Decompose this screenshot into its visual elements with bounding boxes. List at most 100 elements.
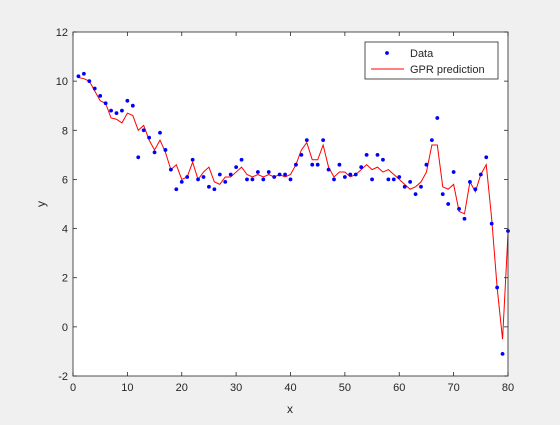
data-point-77 [495,285,500,290]
data-point-78 [500,351,505,356]
data-point-5 [103,101,108,106]
data-point-23 [201,175,206,179]
data-point-20 [185,175,190,179]
y-axis-label: y [34,201,48,207]
data-point-1 [81,71,86,76]
data-point-10 [130,103,135,108]
series-layer [76,71,510,356]
data-point-17 [168,167,173,172]
x-tick-label: 50 [339,382,351,394]
data-point-69 [451,170,456,174]
data-point-8 [120,108,124,113]
y-tick-label: 2 [62,273,68,285]
data-point-66 [435,116,440,120]
y-axis-ticks: -2 0 2 4 6 8 10 12 [56,27,508,383]
data-point-41 [299,152,304,157]
data-point-22 [196,177,200,182]
data-point-39 [288,177,293,182]
data-point-6 [109,108,113,113]
data-point-57 [386,177,391,182]
data-point-74 [478,172,483,177]
legend-label-gpr: GPR prediction [410,64,485,76]
data-point-36 [272,175,277,179]
legend-marker-data [385,51,389,55]
data-point-56 [381,157,385,162]
y-tick-label: -2 [58,371,68,383]
data-point-25 [212,187,217,192]
data-point-54 [370,177,374,182]
data-point-31 [245,177,249,182]
data-point-47 [332,177,336,182]
data-point-16 [163,148,168,152]
data-point-38 [283,172,287,177]
data-point-33 [255,170,260,174]
gpr-prediction-line [78,76,509,340]
data-point-28 [228,172,233,177]
data-point-9 [125,98,130,103]
data-point-26 [217,172,222,177]
y-tick-label: 4 [62,224,68,236]
data-point-59 [397,175,402,179]
data-point-62 [413,192,418,197]
legend-label-data: Data [410,48,434,60]
data-point-27 [223,179,228,184]
data-point-46 [326,167,331,172]
data-point-64 [424,162,429,167]
x-tick-label: 60 [393,382,405,394]
x-tick-label: 80 [502,382,514,394]
x-tick-label: 0 [70,382,76,394]
legend-box [364,41,499,80]
data-point-12 [141,128,146,133]
data-point-70 [457,207,461,211]
x-tick-label: 30 [230,382,242,394]
data-point-67 [440,192,445,197]
data-point-60 [402,184,407,189]
data-point-61 [408,179,413,184]
x-tick-label: 70 [448,382,460,394]
y-tick-label: 10 [56,76,68,88]
data-point-32 [250,177,255,182]
data-point-43 [310,162,315,167]
data-point-76 [489,221,494,226]
data-point-3 [92,86,97,91]
data-point-19 [179,179,184,184]
x-tick-label: 10 [121,382,133,394]
y-tick-label: 8 [62,125,68,137]
x-axis-ticks: 0 10 20 30 40 50 60 70 80 [70,32,514,394]
data-point-13 [147,135,152,140]
data-point-34 [261,177,266,182]
data-point-2 [87,79,92,84]
data-point-30 [239,157,244,162]
data-point-48 [337,162,342,167]
data-point-45 [321,138,326,143]
data-point-11 [136,155,141,160]
data-point-49 [342,175,347,179]
data-point-73 [473,187,478,192]
x-tick-label: 20 [176,382,188,394]
data-point-21 [190,157,195,162]
data-point-65 [429,138,434,143]
plot-area [73,32,508,376]
legend: Data GPR prediction [364,41,499,80]
data-point-14 [152,150,157,155]
data-point-7 [114,111,119,115]
data-point-37 [277,172,282,177]
data-point-63 [419,184,423,189]
data-point-18 [174,187,179,192]
x-tick-label: 40 [284,382,296,394]
data-point-15 [158,130,162,135]
data-point-72 [468,179,472,184]
data-point-52 [359,165,364,170]
data-point-44 [315,162,320,167]
data-point-29 [234,165,239,170]
y-tick-label: 12 [56,27,68,39]
data-point-68 [446,202,451,206]
data-point-51 [353,172,358,177]
data-point-35 [266,170,271,174]
data-point-42 [304,138,309,143]
x-axis-label: x [287,402,293,416]
y-tick-label: 0 [62,322,68,334]
data-point-58 [391,177,396,182]
